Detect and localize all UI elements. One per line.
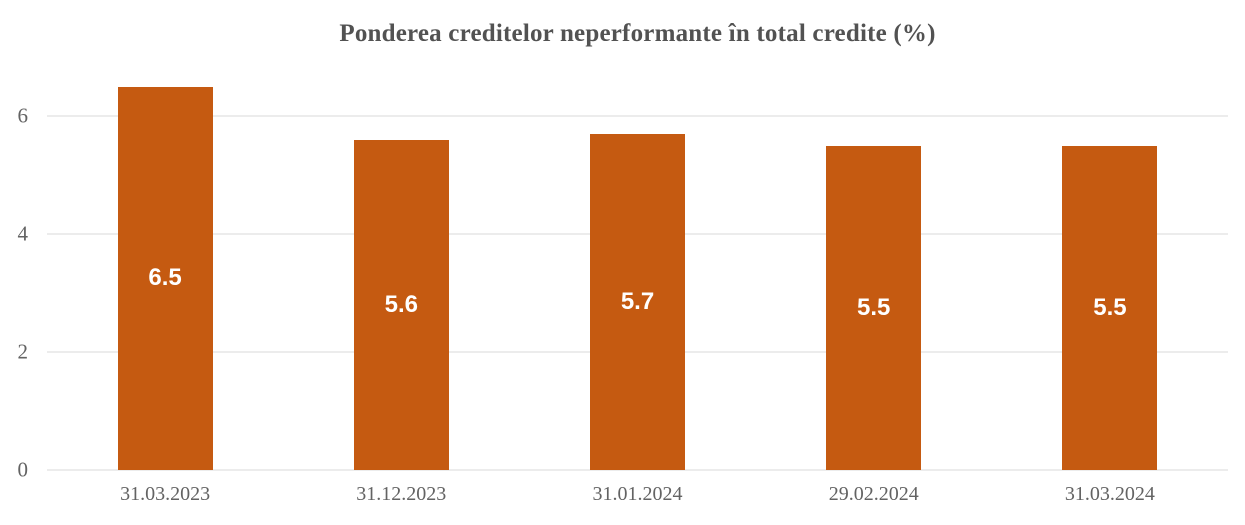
bar-slot: 5.7 31.01.2024	[519, 75, 755, 505]
y-axis-tick-label: 0	[17, 457, 29, 482]
x-axis-tick-label: 31.03.2024	[1064, 483, 1155, 505]
x-axis-tick-label: 31.01.2024	[592, 483, 683, 505]
bar-31.12.2023: 5.6	[353, 139, 449, 470]
gridline	[47, 115, 1228, 117]
x-axis-tick-label: 29.02.2024	[828, 483, 919, 505]
bar-slot: 6.5 31.03.2023	[47, 75, 283, 505]
bar-data-label: 5.5	[1093, 293, 1127, 321]
bar-29.02.2024: 5.5	[826, 145, 922, 470]
bar-data-label: 5.5	[857, 293, 891, 321]
x-axis-tick-label: 31.12.2023	[356, 483, 447, 505]
bar-data-label: 6.5	[148, 264, 182, 292]
bar-31.03.2023: 6.5	[117, 86, 213, 470]
y-axis-tick-label: 4	[17, 221, 29, 246]
x-axis-tick-label: 31.03.2023	[120, 483, 211, 505]
bar-data-label: 5.6	[384, 290, 418, 318]
bar-slot: 5.5 29.02.2024	[756, 75, 992, 505]
chart-title: Ponderea creditelor neperformante în tot…	[339, 20, 936, 47]
plot-area: 0 2 4 6 6.5 31.03.2023 5.6 31.12.2023 5.7 31.01.…	[18, 75, 1228, 505]
bar-slot: 5.5 31.03.2024	[992, 75, 1228, 505]
y-axis-tick-label: 2	[17, 339, 29, 364]
bar-slot: 5.6 31.12.2023	[283, 75, 519, 505]
gridline	[47, 469, 1228, 471]
bar-data-label: 5.7	[620, 287, 655, 315]
bar-31.01.2024: 5.7	[590, 133, 685, 470]
bars-row: 6.5 31.03.2023 5.6 31.12.2023 5.7 31.01.2024 5…	[47, 75, 1228, 505]
bar-31.03.2024: 5.5	[1062, 145, 1158, 470]
y-axis-tick-label: 6	[17, 103, 29, 128]
